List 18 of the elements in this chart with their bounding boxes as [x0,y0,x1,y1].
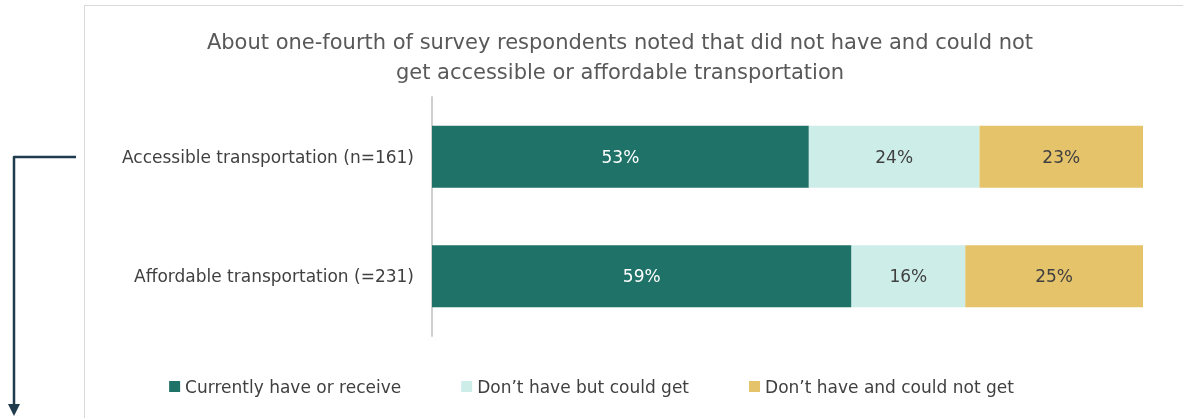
bar [979,125,1143,188]
legend-label: Don’t have and could not get [765,376,1015,397]
legend-label: Currently have or receive [185,376,402,397]
bar [432,245,852,308]
data-label: 25% [1035,266,1074,287]
data-label: 16% [889,266,928,287]
legend-label: Don’t have but could get [477,376,690,397]
bar [808,125,980,188]
data-label: 59% [622,266,661,287]
bar [965,245,1143,308]
data-label: 23% [1042,146,1081,167]
y-tick-label: Affordable transportation (=231) [134,266,414,287]
bar [851,245,966,308]
data-label: 53% [601,146,640,167]
y-tick-label: Accessible transportation (n=161) [122,146,414,167]
data-label: 24% [875,146,914,167]
chart-title: About one-fourth of survey respondents noted that did not have and could not get accessible or affordable transportation [206,30,1034,84]
bar [432,125,809,188]
